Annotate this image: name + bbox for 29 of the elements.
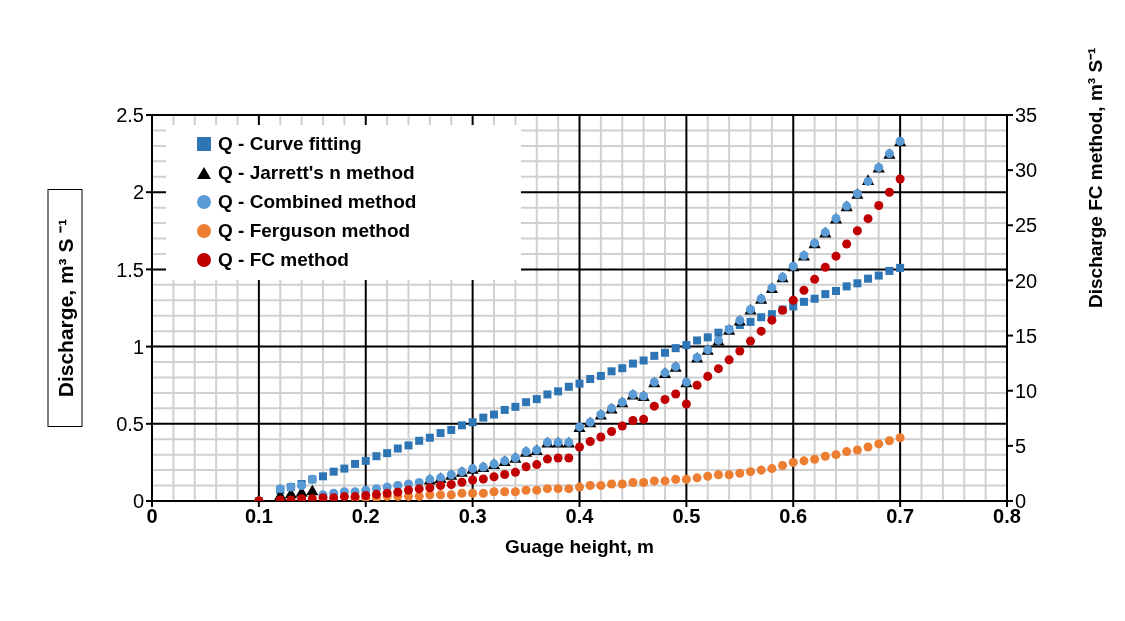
legend-label: Q - Curve fitting	[218, 132, 362, 155]
y2-axis-title: Discharge FC method, m³ S⁻¹	[1084, 47, 1106, 308]
legend-label: Q - Combined method	[218, 190, 417, 213]
y2-tick-label: 35	[1015, 104, 1038, 127]
x-tick-label: 0.2	[351, 505, 380, 528]
y2-tick-label: 30	[1015, 159, 1038, 182]
x-axis-title: Guage height, m	[505, 536, 654, 557]
x-tick-label: 0.3	[458, 505, 487, 528]
y-tick-label: 2	[132, 181, 144, 204]
y-tick-label: 2.5	[116, 104, 144, 127]
x-tick-label: 0.4	[565, 505, 595, 528]
y2-tick-label: 10	[1015, 379, 1038, 402]
y2-tick-label: 20	[1015, 269, 1038, 292]
legend-label: Q - Jarrett's n method	[218, 161, 415, 184]
y2-tick-label: 25	[1015, 214, 1038, 237]
x-tick-label: 0	[146, 505, 158, 528]
y-axis-title: Discharge, m³ S ⁻¹	[53, 218, 77, 398]
y2-tick-label: 15	[1015, 324, 1038, 347]
legend-label: Q - FC method	[218, 248, 349, 271]
x-tick-label: 0.7	[886, 505, 915, 528]
y-tick-label: 0	[132, 490, 144, 513]
y2-tick-label: 5	[1015, 434, 1027, 457]
legend-label: Q - Ferguson method	[218, 219, 411, 242]
y-tick-label: 1	[132, 335, 144, 358]
y-tick-label: 1.5	[116, 258, 144, 281]
y-tick-label: 0.5	[116, 412, 144, 435]
x-tick-label: 0.6	[779, 505, 808, 528]
x-tick-label: 0.1	[244, 505, 273, 528]
x-tick-label: 0.5	[672, 505, 701, 528]
